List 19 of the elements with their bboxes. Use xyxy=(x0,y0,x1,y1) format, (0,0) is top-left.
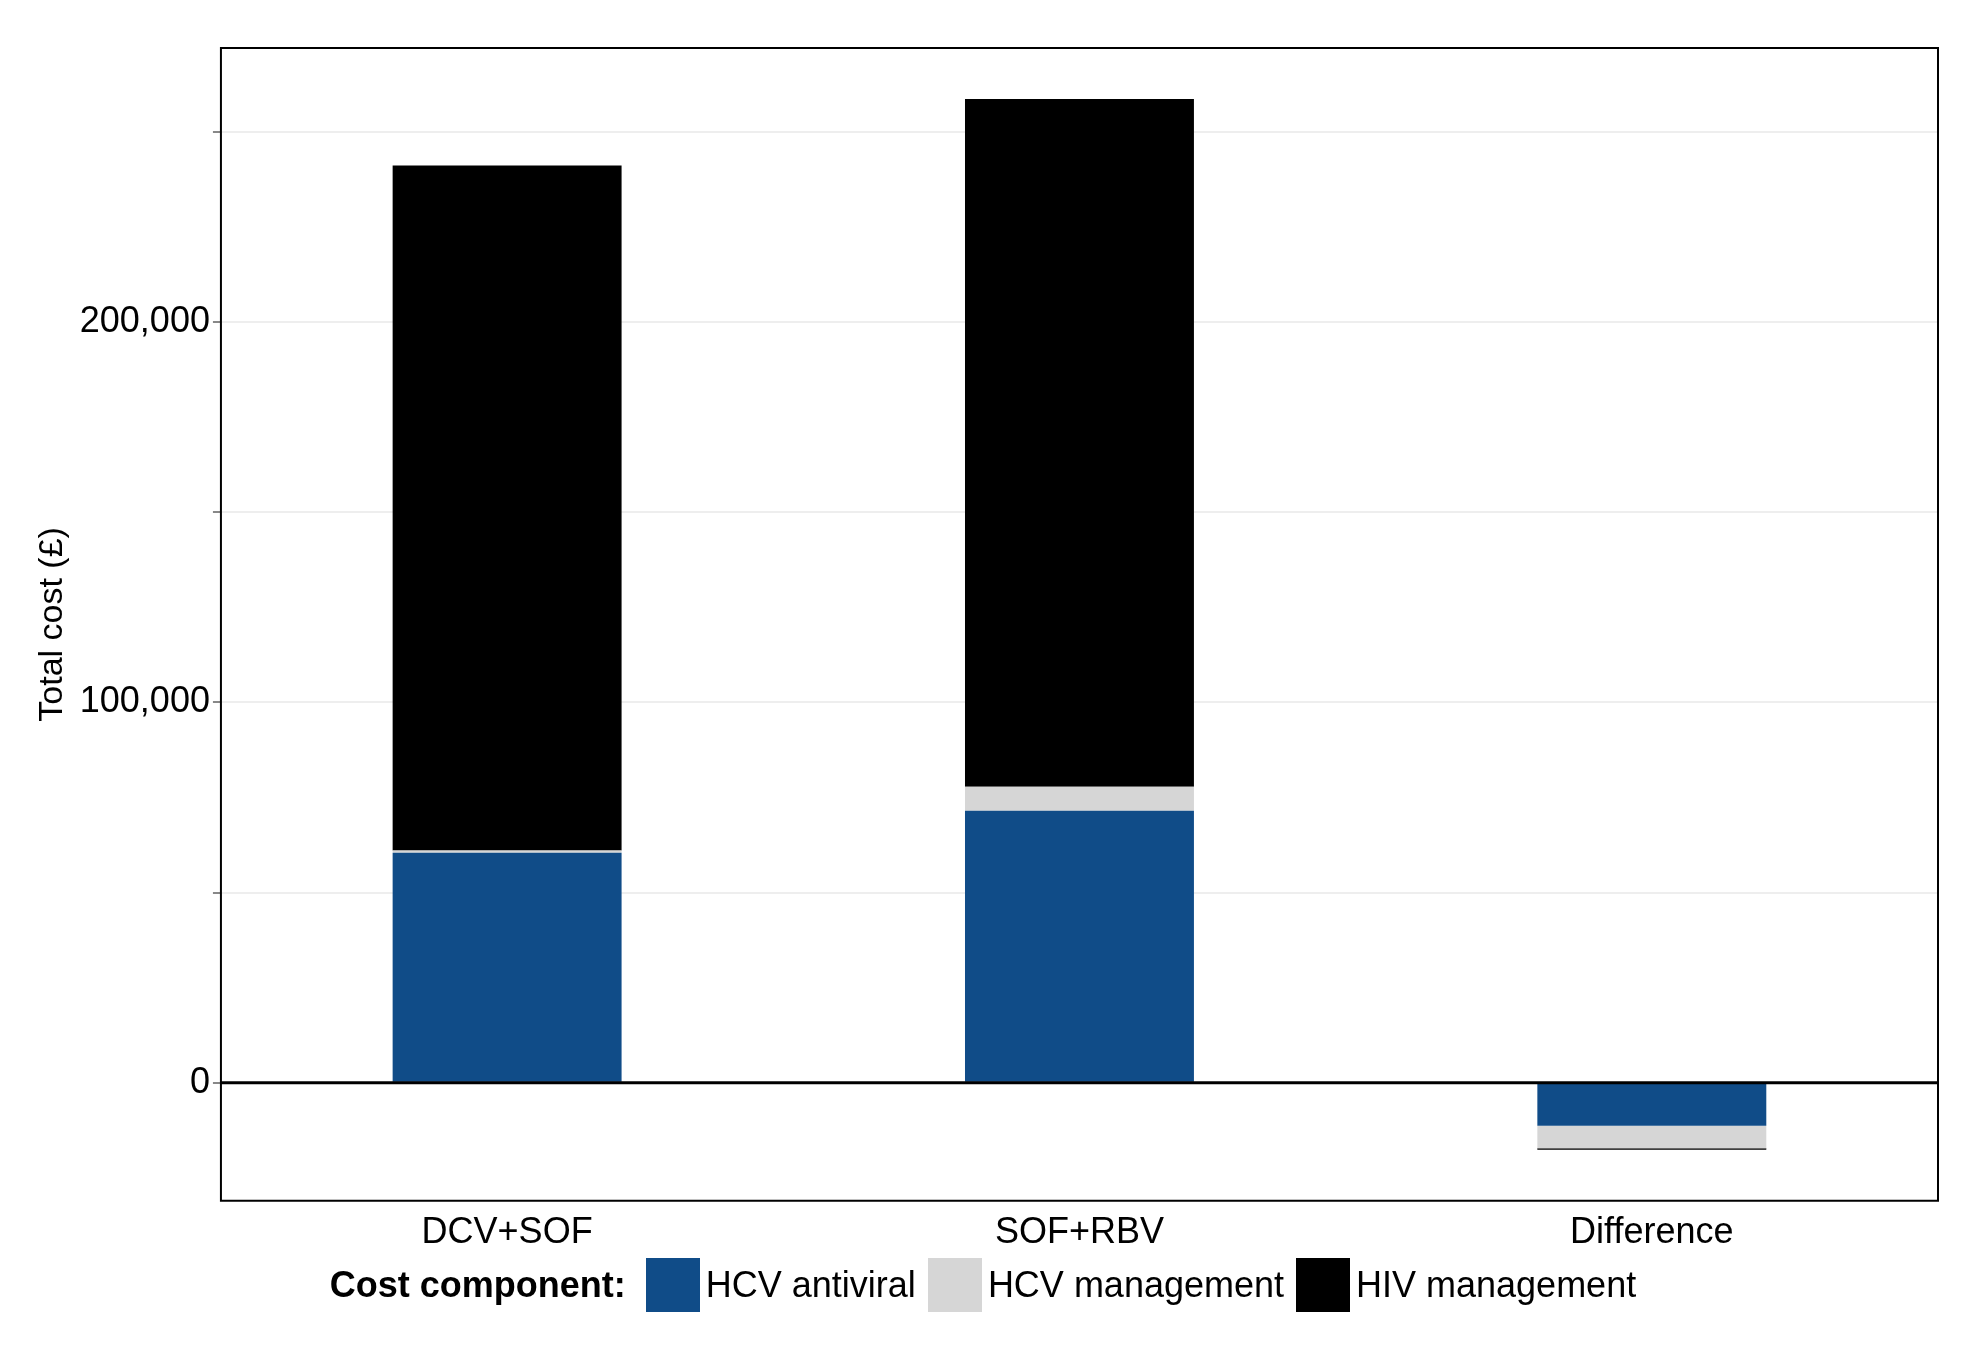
legend-title: Cost component: xyxy=(329,1264,626,1306)
bar xyxy=(964,98,1194,787)
y-tick-label: 200,000 xyxy=(79,298,210,340)
legend-label: HCV antiviral xyxy=(705,1264,916,1306)
bar xyxy=(392,165,622,851)
y-tick-label: 0 xyxy=(189,1059,210,1101)
y-tick-label: 100,000 xyxy=(79,679,210,721)
y-axis-title: Total cost (£) xyxy=(30,527,69,722)
bar xyxy=(1537,1125,1767,1149)
legend-label: HIV management xyxy=(1356,1264,1637,1306)
x-tick-label: Difference xyxy=(1570,1210,1734,1252)
x-tick-label: SOF+RBV xyxy=(994,1210,1164,1252)
bar xyxy=(1537,1083,1767,1126)
bar xyxy=(964,810,1194,1082)
bar xyxy=(392,850,622,853)
bar xyxy=(964,786,1194,811)
legend-label: HCV management xyxy=(987,1264,1285,1306)
bar xyxy=(392,852,622,1082)
x-tick-label: DCV+SOF xyxy=(421,1210,593,1252)
